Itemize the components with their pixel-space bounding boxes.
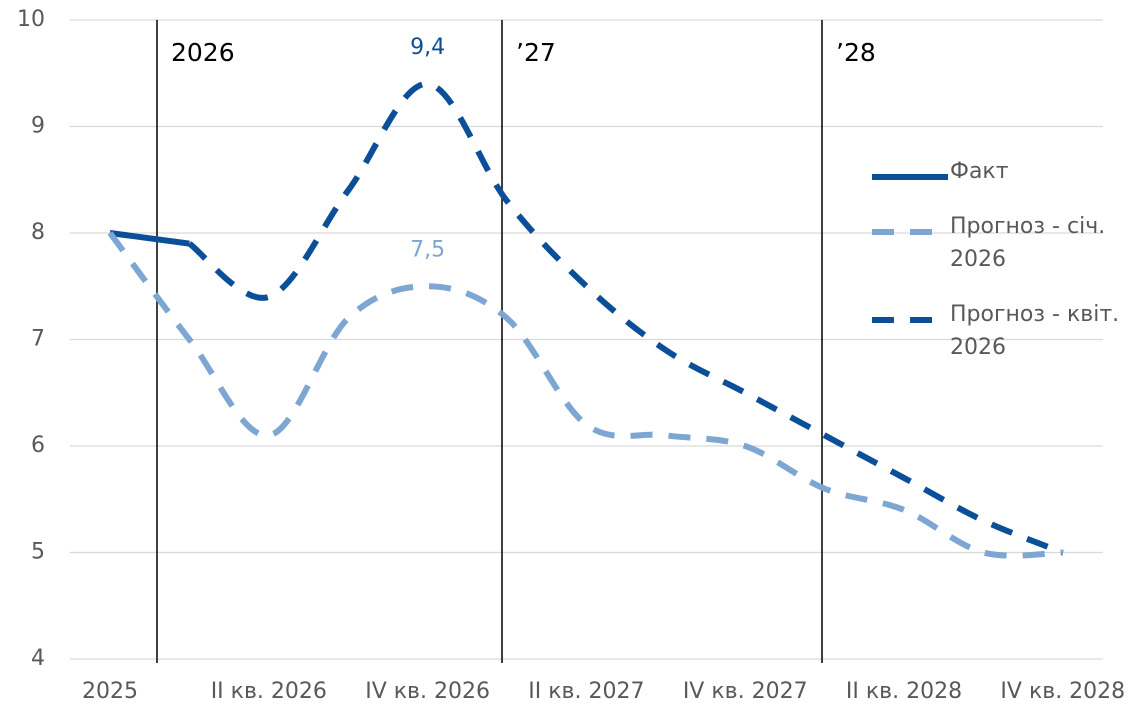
series-line <box>187 80 1064 556</box>
y-tick-label: 10 <box>17 7 45 32</box>
data-label: 7,5 <box>410 237 445 262</box>
series-line <box>109 230 190 247</box>
x-tick-label: II кв. 2026 <box>211 679 327 704</box>
series-line <box>107 231 1063 559</box>
year-label: 2026 <box>171 38 235 67</box>
y-tick-label: 7 <box>31 327 45 352</box>
x-tick-label: II кв. 2027 <box>528 679 644 704</box>
x-tick-label: IV кв. 2028 <box>1000 679 1125 704</box>
x-tick-label: 2025 <box>82 679 138 704</box>
legend-label: Прогноз - січ. 2026 <box>950 214 1106 272</box>
year-label: ’27 <box>516 38 556 67</box>
y-tick-label: 9 <box>31 114 45 139</box>
legend-swatch <box>872 229 948 235</box>
y-tick-label: 5 <box>31 540 45 565</box>
legend-label: Прогноз - квіт. 2026 <box>950 302 1120 360</box>
legend-item: Прогноз - січ. 2026 <box>870 210 1125 276</box>
legend-label: Факт <box>950 159 1009 184</box>
year-label: ’28 <box>836 38 876 67</box>
legend-item: Прогноз - квіт. 2026 <box>870 298 1125 364</box>
y-tick-label: 6 <box>31 433 45 458</box>
y-tick-label: 8 <box>31 220 45 245</box>
legend-item: Факт <box>870 155 1125 188</box>
x-tick-label: IV кв. 2026 <box>365 679 490 704</box>
legend: Факт Прогноз - січ. 2026 Прогноз - квіт. 2… <box>870 155 1125 386</box>
legend-swatch <box>872 317 948 323</box>
x-tick-label: II кв. 2028 <box>846 679 962 704</box>
legend-swatch <box>872 174 948 180</box>
x-tick-label: IV кв. 2027 <box>683 679 808 704</box>
data-label: 9,4 <box>410 35 445 60</box>
y-tick-label: 4 <box>31 646 45 671</box>
